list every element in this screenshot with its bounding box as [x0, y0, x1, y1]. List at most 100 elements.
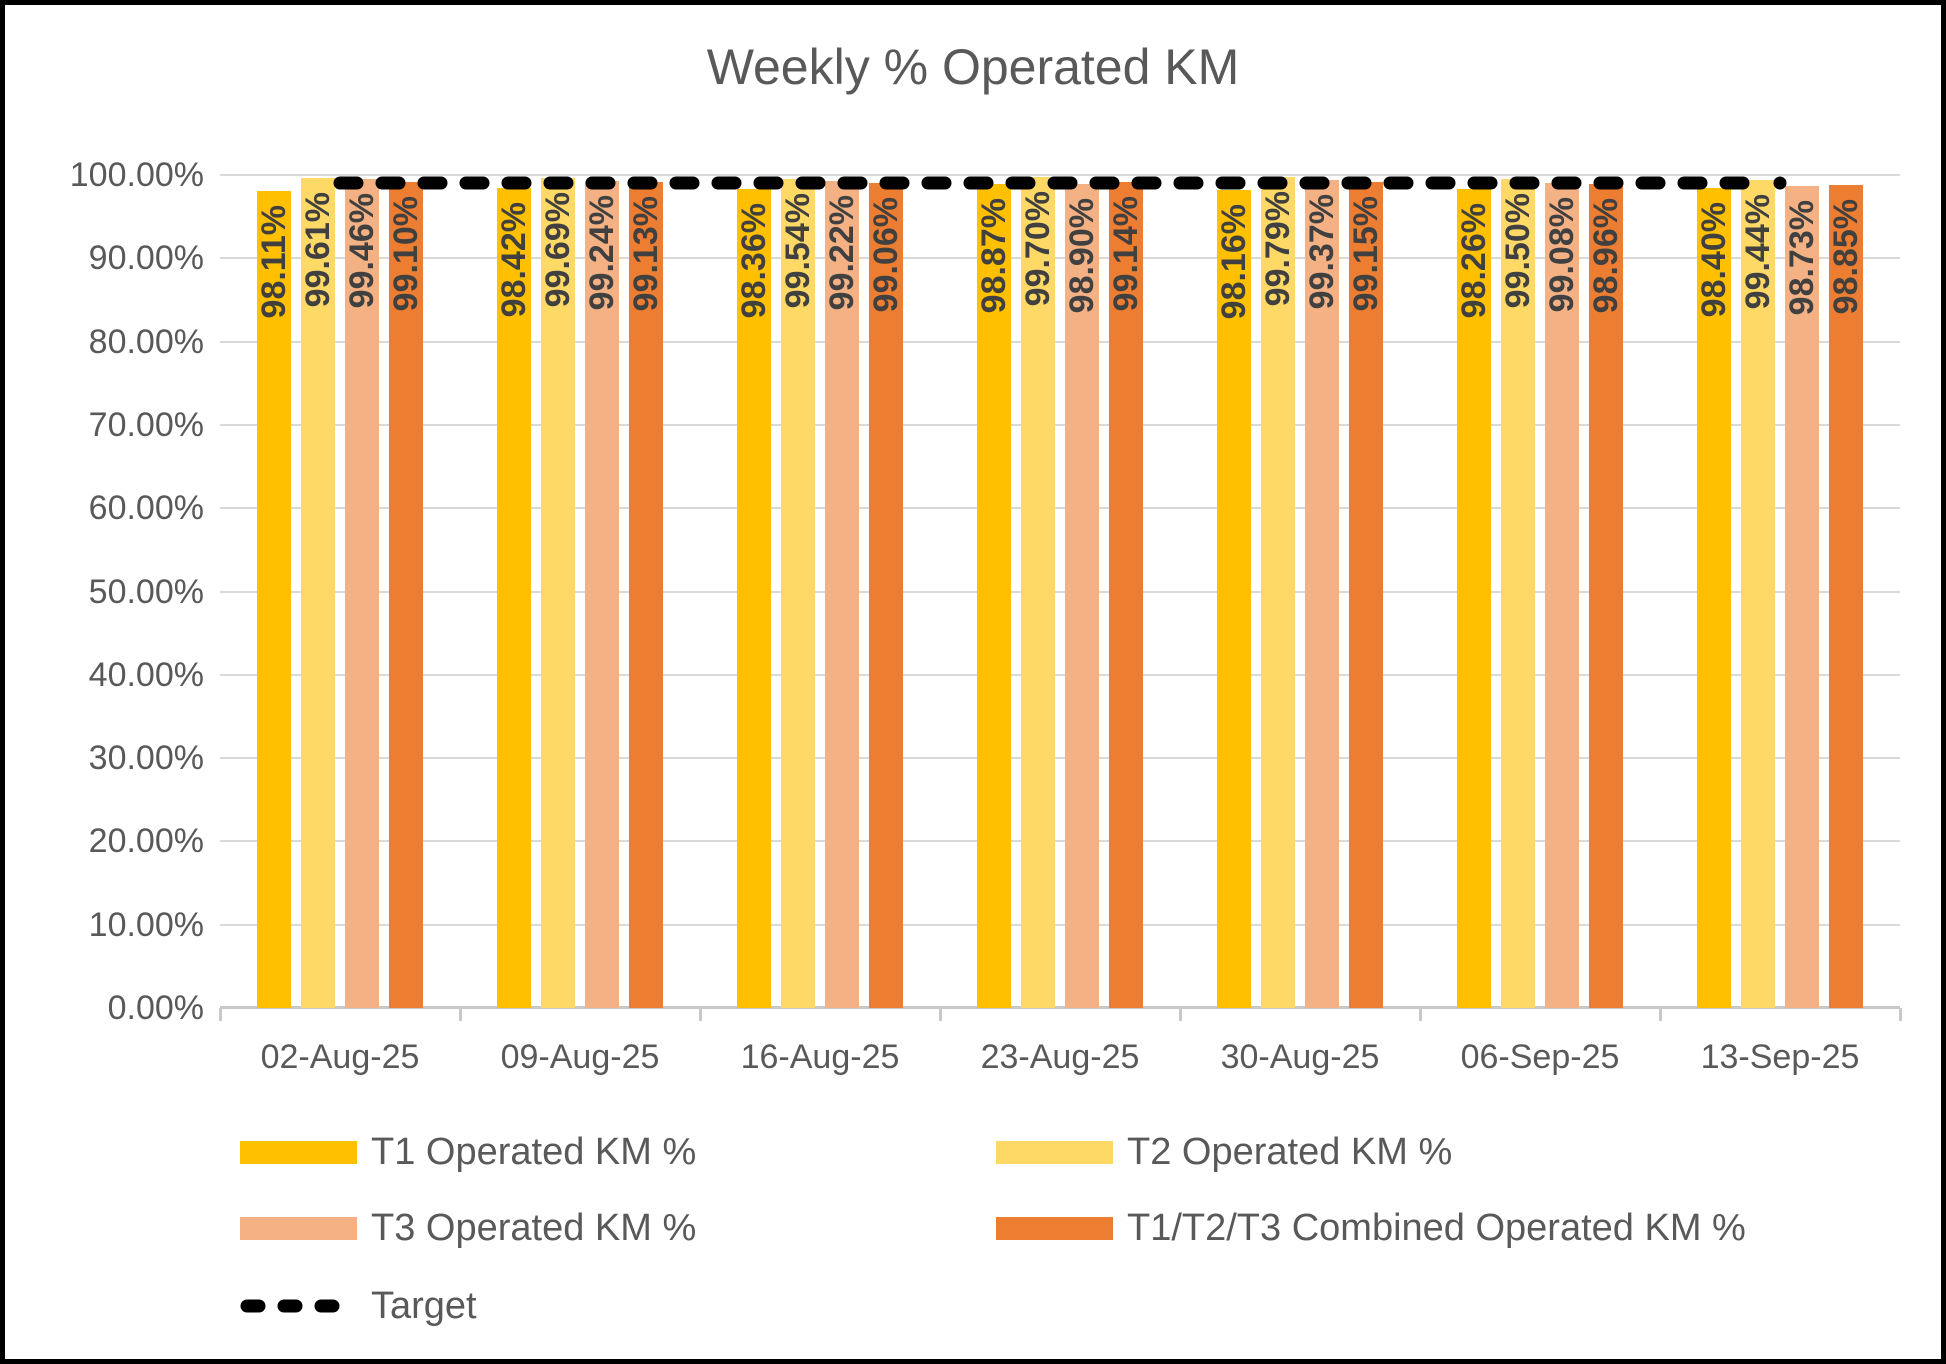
y-axis-label: 20.00% — [88, 822, 204, 860]
bar-value-label: 98.26% — [1455, 203, 1493, 319]
bar-group: 98.36% 99.54% 99.22% 99.06% — [735, 175, 905, 1008]
bar-value-label: 99.61% — [299, 192, 337, 308]
gridline — [220, 674, 1900, 676]
y-axis-label: 80.00% — [88, 323, 204, 361]
legend-target-dash — [240, 1299, 357, 1313]
legend-label: T1 Operated KM % — [371, 1130, 697, 1173]
bar-group: 98.11% 99.61% 99.46% 99.10% — [255, 175, 425, 1008]
legend-swatch — [240, 1216, 357, 1240]
x-axis-tick — [939, 1008, 942, 1021]
bar: 99.13% — [627, 182, 665, 1008]
legend-swatch — [240, 1140, 357, 1164]
bar-group: 98.26% 99.50% 99.08% 98.96% — [1455, 175, 1625, 1008]
gridline — [220, 757, 1900, 759]
y-axis-label: 70.00% — [88, 406, 204, 444]
bar-value-label: 99.70% — [1019, 191, 1057, 307]
gridline — [220, 840, 1900, 842]
chart-title: Weekly % Operated KM — [706, 39, 1240, 95]
bar: 98.90% — [1063, 184, 1101, 1008]
bar-value-label: 99.14% — [1107, 196, 1145, 312]
bar: 98.40% — [1695, 188, 1733, 1008]
bar: 99.22% — [823, 181, 861, 1008]
bar-value-label: 99.10% — [387, 196, 425, 312]
bar: 99.24% — [583, 181, 621, 1008]
bar-value-label: 99.24% — [583, 195, 621, 311]
y-axis-label: 60.00% — [88, 489, 204, 527]
bar-value-label: 98.36% — [735, 203, 773, 319]
bar-group: 98.40% 99.44% 98.73% 98.85% — [1695, 175, 1865, 1008]
bar-value-label: 99.50% — [1499, 193, 1537, 309]
legend-item-series: T1/T2/T3 Combined Operated KM % — [996, 1205, 1746, 1251]
bar: 98.11% — [255, 191, 293, 1008]
bar-value-label: 99.46% — [343, 193, 381, 309]
bar-value-label: 99.44% — [1739, 194, 1777, 310]
y-axis-label: 10.00% — [88, 906, 204, 944]
bar-value-label: 99.37% — [1303, 194, 1341, 310]
legend-item-series: T1 Operated KM % — [240, 1129, 696, 1175]
bar: 99.44% — [1739, 180, 1777, 1008]
bar: 98.96% — [1587, 184, 1625, 1008]
legend-label: T2 Operated KM % — [1127, 1130, 1453, 1173]
bar: 98.42% — [495, 188, 533, 1008]
bar: 98.73% — [1783, 186, 1821, 1008]
bar: 99.15% — [1347, 182, 1385, 1008]
y-axis-label: 100.00% — [69, 156, 204, 194]
gridline — [220, 924, 1900, 926]
bar: 98.26% — [1455, 189, 1493, 1008]
x-axis-label: 06-Sep-25 — [1460, 1038, 1620, 1076]
bar-value-label: 98.42% — [495, 202, 533, 318]
bar-value-label: 99.15% — [1347, 196, 1385, 312]
bar: 99.61% — [299, 178, 337, 1008]
bar: 98.85% — [1827, 185, 1865, 1008]
legend-item-series: T3 Operated KM % — [240, 1205, 696, 1251]
x-axis-tick — [459, 1008, 462, 1021]
legend-item-target: Target — [240, 1283, 477, 1329]
bar: 98.87% — [975, 184, 1013, 1008]
legend-label: Target — [371, 1284, 477, 1327]
bar: 99.10% — [387, 182, 425, 1008]
x-axis-label: 23-Aug-25 — [980, 1038, 1140, 1076]
bar-value-label: 98.87% — [975, 198, 1013, 314]
bar: 98.36% — [735, 189, 773, 1008]
gridline — [220, 257, 1900, 259]
legend-item-series: T2 Operated KM % — [996, 1129, 1452, 1175]
x-axis-line — [220, 1006, 1900, 1009]
bar-value-label: 98.85% — [1827, 199, 1865, 315]
legend-swatch — [996, 1216, 1113, 1240]
bar-value-label: 98.73% — [1783, 200, 1821, 316]
bar-group: 98.16% 99.79% 99.37% 99.15% — [1215, 175, 1385, 1008]
x-axis-tick — [1179, 1008, 1182, 1021]
bar: 98.16% — [1215, 190, 1253, 1008]
legend-label: T3 Operated KM % — [371, 1206, 697, 1249]
bar: 99.06% — [867, 183, 905, 1008]
bar-value-label: 99.22% — [823, 195, 861, 311]
bar: 99.46% — [343, 179, 381, 1008]
x-axis-tick — [699, 1008, 702, 1021]
x-axis-label: 02-Aug-25 — [260, 1038, 420, 1076]
bar: 99.37% — [1303, 180, 1341, 1008]
gridline — [220, 507, 1900, 509]
plot-area: 100.00% 90.00% 80.00% 70.00% 60.00% 50.00% 40.… — [70, 156, 1902, 1076]
bar-group: 98.42% 99.69% 99.24% 99.13% — [495, 175, 665, 1008]
bar: 99.50% — [1499, 179, 1537, 1008]
y-axis-label: 40.00% — [88, 656, 204, 694]
x-axis-label: 13-Sep-25 — [1700, 1038, 1860, 1076]
target-line — [333, 176, 1787, 190]
x-axis-label: 09-Aug-25 — [500, 1038, 660, 1076]
y-axis-label: 90.00% — [88, 239, 204, 277]
bar: 99.79% — [1259, 177, 1297, 1008]
bar-value-label: 99.79% — [1259, 191, 1297, 307]
y-axis-label: 50.00% — [88, 573, 204, 611]
y-axis-label: 30.00% — [88, 739, 204, 777]
legend-label: T1/T2/T3 Combined Operated KM % — [1127, 1206, 1746, 1249]
bar: 99.08% — [1543, 183, 1581, 1008]
x-axis-tick — [1899, 1008, 1902, 1021]
bar-value-label: 98.40% — [1695, 202, 1733, 318]
gridline — [220, 174, 1900, 176]
bar-value-label: 98.96% — [1587, 198, 1625, 314]
bar-value-label: 99.06% — [867, 197, 905, 313]
x-axis-tick — [1419, 1008, 1422, 1021]
bar-value-label: 98.90% — [1063, 198, 1101, 314]
x-axis-label: 30-Aug-25 — [1220, 1038, 1380, 1076]
